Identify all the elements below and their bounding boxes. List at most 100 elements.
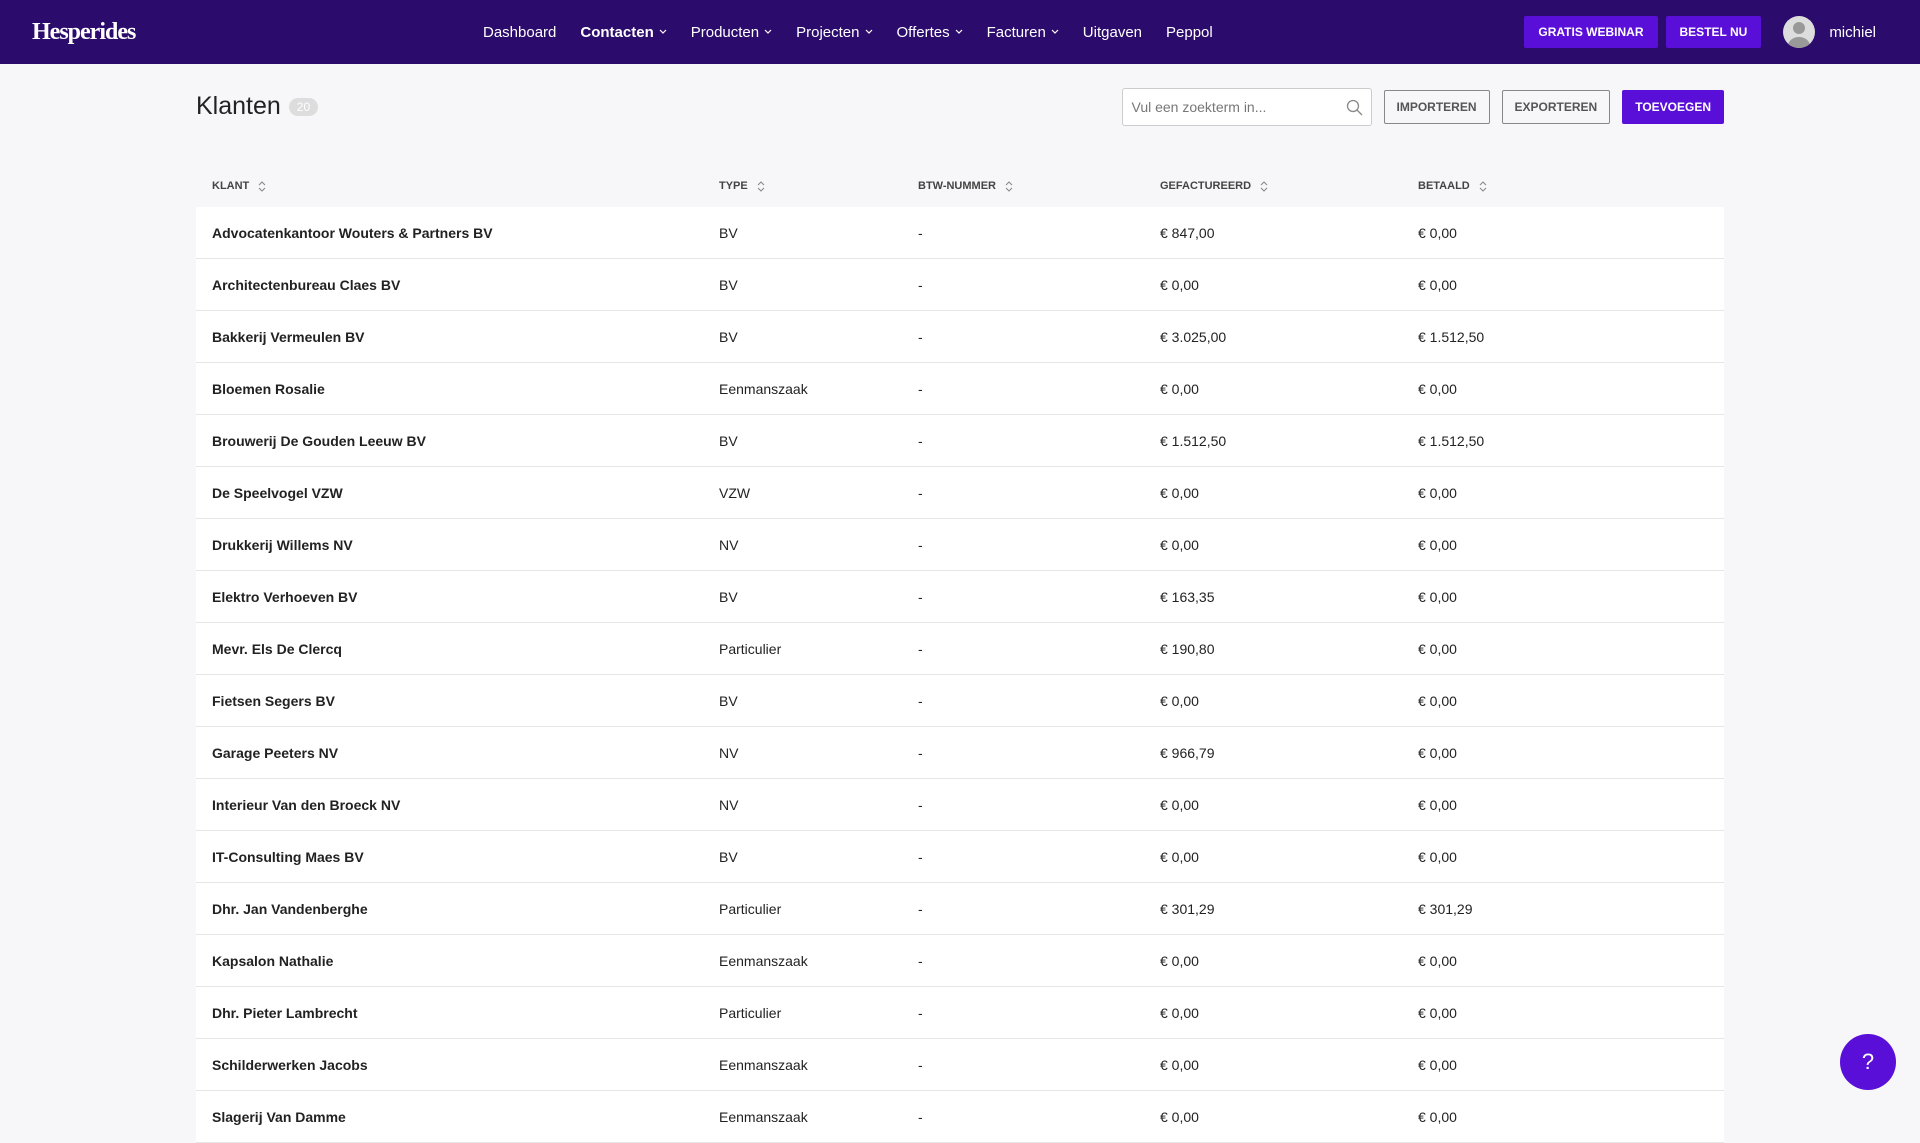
help-button[interactable]: ?	[1840, 1034, 1896, 1090]
table-row[interactable]: Drukkerij Willems NV NV - € 0,00 € 0,00	[196, 519, 1724, 571]
nav-item[interactable]: Producten	[691, 24, 772, 41]
table-row[interactable]: IT-Consulting Maes BV BV - € 0,00 € 0,00	[196, 831, 1724, 883]
column-label: BTW-NUMMER	[918, 180, 996, 192]
cell: -	[918, 380, 923, 397]
cell: € 0,00	[1418, 692, 1457, 709]
cell: -	[918, 432, 923, 449]
cell: -	[918, 328, 923, 345]
nav-right: GRATIS WEBINAR BESTEL NU michiel	[1524, 16, 1876, 48]
table-row[interactable]: Dhr. Jan Vandenberghe Particulier - € 301,2…	[196, 883, 1724, 935]
chevron	[865, 29, 872, 34]
cell: € 0,00	[1418, 744, 1457, 761]
search-input[interactable]: Vul een zoekterm in...	[1121, 88, 1372, 126]
cell: € 0,00	[1418, 1108, 1457, 1125]
nav-label: Producten	[690, 23, 760, 41]
cell: € 1.512,50	[1418, 328, 1485, 345]
table-row[interactable]: Schilderwerken Jacobs Eenmanszaak - € 0,00 €…	[196, 1039, 1724, 1091]
column-label: GEFACTUREERD	[1160, 180, 1252, 192]
action-button[interactable]: EXPORTEREN	[1501, 90, 1611, 124]
cell: Particulier	[719, 640, 782, 657]
nav-button[interactable]: BESTEL NU	[1665, 16, 1762, 48]
cell: € 190,80	[1160, 640, 1215, 657]
page-title: Klanten 20	[196, 92, 319, 121]
nav-item[interactable]: Offertes	[897, 24, 963, 41]
cell: € 0,00	[1418, 796, 1457, 813]
nav-item[interactable]: Facturen	[987, 24, 1059, 41]
cell: € 0,00	[1160, 536, 1199, 553]
table-row[interactable]: Fietsen Segers BV BV - € 0,00 € 0,00	[196, 675, 1724, 727]
cell: NV	[719, 744, 739, 761]
column-header[interactable]: BTW-NUMMER	[918, 180, 1013, 193]
table-row[interactable]: Architectenbureau Claes BV BV - € 0,00 € 0,0…	[196, 259, 1724, 311]
nav-item[interactable]: Uitgaven	[1083, 24, 1142, 41]
cell: € 0,00	[1160, 952, 1199, 969]
table-row[interactable]: Mevr. Els De Clercq Particulier - € 190,80 €…	[196, 623, 1724, 675]
cell: Eenmanszaak	[719, 380, 808, 397]
cell: Schilderwerken Jacobs	[212, 1056, 368, 1073]
table-row[interactable]: Slagerij Van Damme Eenmanszaak - € 0,00 € 0,…	[196, 1091, 1724, 1143]
cell: Particulier	[719, 1004, 782, 1021]
cell: € 1.512,50	[1418, 432, 1485, 449]
cell: -	[918, 588, 923, 605]
logo[interactable]: Hesperides	[32, 18, 136, 45]
customer-table: KLANT TYPE BTW-NUMMER GEFACTUREERD BETAALD Ad…	[196, 165, 1724, 1143]
avatar-icon	[1788, 22, 1811, 48]
cell: € 0,00	[1160, 484, 1199, 501]
cell: Architectenbureau Claes BV	[212, 276, 401, 293]
cell: -	[918, 536, 923, 553]
cell: Slagerij Van Damme	[212, 1108, 346, 1125]
table-row[interactable]: Garage Peeters NV NV - € 966,79 € 0,00	[196, 727, 1724, 779]
cell: € 301,29	[1160, 900, 1215, 917]
column-header[interactable]: TYPE	[719, 180, 765, 193]
nav-button[interactable]: GRATIS WEBINAR	[1524, 16, 1658, 48]
user-name[interactable]: michiel	[1829, 23, 1876, 41]
cell: Eenmanszaak	[719, 952, 808, 969]
count-badge: 20	[288, 97, 319, 116]
nav-item[interactable]: Projecten	[796, 24, 872, 41]
nav-label: Offertes	[896, 23, 950, 41]
nav-item[interactable]: Peppol	[1166, 24, 1213, 41]
cell: BV	[719, 276, 738, 293]
column-header[interactable]: GEFACTUREERD	[1160, 180, 1268, 193]
cell: € 0,00	[1418, 1056, 1457, 1073]
cell: -	[918, 952, 923, 969]
chevron	[1051, 29, 1059, 34]
column-header[interactable]: BETAALD	[1418, 180, 1487, 193]
cell: -	[918, 1108, 923, 1125]
table-row[interactable]: Bakkerij Vermeulen BV BV - € 3.025,00 € 1.51…	[196, 311, 1724, 363]
avatar[interactable]	[1783, 16, 1816, 48]
action-button[interactable]: IMPORTEREN	[1383, 90, 1490, 124]
cell: -	[918, 900, 923, 917]
cell: IT-Consulting Maes BV	[212, 848, 364, 865]
column-label: KLANT	[212, 180, 250, 192]
cell: -	[918, 1056, 923, 1073]
cell: Elektro Verhoeven BV	[212, 588, 358, 605]
table-row[interactable]: Dhr. Pieter Lambrecht Particulier - € 0,00 €…	[196, 987, 1724, 1039]
cell: BV	[719, 432, 738, 449]
cell: Dhr. Pieter Lambrecht	[212, 1004, 358, 1021]
table-row[interactable]: Brouwerij De Gouden Leeuw BV BV - € 1.512,5…	[196, 415, 1724, 467]
cell: BV	[719, 848, 738, 865]
table-row[interactable]: Elektro Verhoeven BV BV - € 163,35 € 0,00	[196, 571, 1724, 623]
column-header[interactable]: KLANT	[212, 180, 266, 193]
cell: -	[918, 848, 923, 865]
table-row[interactable]: Advocatenkantoor Wouters & Partners BV BV…	[196, 207, 1724, 259]
nav-label: Contacten	[580, 23, 654, 41]
cell: -	[918, 1004, 923, 1021]
table-row[interactable]: De Speelvogel VZW VZW - € 0,00 € 0,00	[196, 467, 1724, 519]
cell: NV	[719, 536, 739, 553]
cell: Dhr. Jan Vandenberghe	[212, 900, 368, 917]
table-row[interactable]: Interieur Van den Broeck NV NV - € 0,00 € 0,…	[196, 779, 1724, 831]
cell: -	[918, 484, 923, 501]
action-button[interactable]: TOEVOEGEN	[1622, 90, 1724, 124]
cell: € 847,00	[1160, 224, 1215, 241]
nav-item[interactable]: Contacten	[580, 23, 667, 41]
cell: Mevr. Els De Clercq	[212, 640, 342, 657]
table-row[interactable]: Kapsalon Nathalie Eenmanszaak - € 0,00 € 0,0…	[196, 935, 1724, 987]
cell: BV	[719, 328, 738, 345]
cell: € 0,00	[1418, 484, 1457, 501]
table-row[interactable]: Bloemen Rosalie Eenmanszaak - € 0,00 € 0,00	[196, 363, 1724, 415]
chevron	[955, 29, 963, 34]
nav-item[interactable]: Dashboard	[483, 24, 556, 41]
cell: -	[918, 224, 923, 241]
